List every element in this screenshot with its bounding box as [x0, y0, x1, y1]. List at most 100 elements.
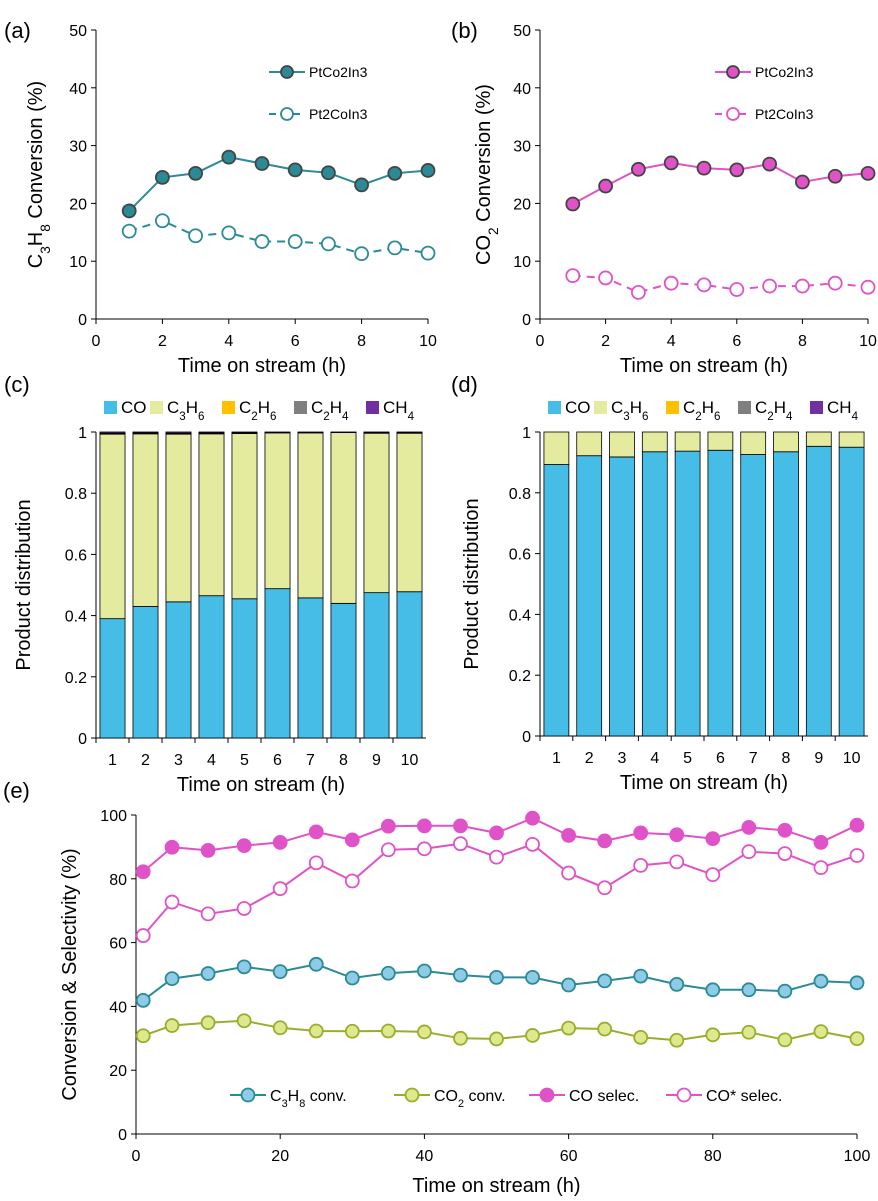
data-point	[164, 839, 180, 855]
data-point	[827, 275, 843, 291]
data-point	[164, 971, 180, 987]
data-point	[860, 165, 876, 181]
data-point	[561, 1020, 576, 1036]
bar-segment-co	[641, 451, 668, 737]
bar-segment-c3h6	[576, 431, 603, 457]
x-tick-label: 4	[650, 750, 659, 767]
bar-segment-ch4	[264, 431, 291, 434]
legend-marker	[280, 107, 294, 121]
data-point	[453, 836, 468, 852]
data-point	[380, 965, 396, 981]
data-point	[669, 1032, 685, 1048]
y-tick-label: 40	[69, 81, 87, 98]
data-point	[387, 165, 403, 181]
x-tick-label: 3	[618, 750, 627, 767]
legend-swatch	[738, 401, 751, 414]
y-tick-label: 0.6	[65, 547, 87, 564]
data-point	[860, 279, 876, 295]
bar-segment-co	[609, 456, 635, 737]
legend-label: CO selec.	[569, 1088, 639, 1105]
data-point	[489, 969, 504, 985]
bar-segment-co	[674, 450, 701, 737]
data-point	[705, 867, 721, 883]
x-tick-label: 1	[108, 752, 117, 769]
data-point	[525, 1028, 540, 1043]
data-point	[777, 846, 793, 861]
data-point	[705, 982, 721, 998]
legend-label: CH4	[383, 398, 415, 423]
data-point	[633, 858, 649, 873]
bar-segment-c3h6	[330, 432, 357, 604]
data-point	[489, 825, 504, 841]
x-tick-label: 0	[536, 333, 545, 350]
bar-segment-co	[740, 454, 767, 737]
data-point	[236, 1013, 252, 1029]
data-point	[597, 880, 613, 896]
data-point	[272, 1020, 288, 1036]
legend-label: C3H6	[611, 398, 648, 423]
data-point	[416, 963, 432, 979]
series-line-0	[128, 156, 429, 212]
data-point	[525, 810, 540, 826]
data-point	[525, 836, 540, 852]
bar-segment-c3h6	[297, 432, 324, 599]
bar-segment-co	[707, 449, 734, 737]
data-point	[565, 196, 581, 212]
legend-label: C2H4	[311, 398, 349, 423]
legend-marker	[404, 1087, 420, 1103]
data-point	[489, 849, 504, 865]
data-point	[308, 824, 324, 840]
bar-segment-co	[396, 591, 423, 739]
legend-swatch	[150, 401, 163, 414]
x-tick-label: 9	[814, 750, 823, 767]
data-point	[121, 223, 137, 239]
data-point	[777, 983, 793, 999]
bar-segment-co	[363, 592, 390, 739]
x-tick-label: 2	[158, 333, 167, 350]
bar-segment-c3h6	[707, 431, 734, 451]
panel-label: (c)	[4, 372, 30, 397]
data-point	[762, 278, 777, 294]
data-point	[344, 832, 360, 848]
x-tick-label: 0	[92, 333, 101, 350]
legend-swatch	[548, 401, 561, 414]
y-tick-label: 0	[522, 312, 531, 329]
bar-segment-co	[805, 445, 832, 737]
x-axis-label: Time on stream (h)	[412, 1175, 580, 1197]
data-point	[565, 268, 581, 284]
data-point	[669, 976, 685, 992]
y-tick-label: 0.2	[65, 670, 87, 687]
data-point	[254, 156, 270, 171]
x-tick-label: 8	[357, 333, 366, 350]
data-point	[663, 275, 679, 291]
data-point	[696, 160, 712, 176]
bar-segment-c3h6	[165, 433, 192, 603]
legend-marker	[240, 1087, 256, 1103]
x-tick-label: 10	[401, 752, 419, 769]
data-point	[597, 833, 613, 849]
y-tick-label: 40	[513, 81, 531, 98]
bar-segment-c3h6	[99, 433, 126, 620]
data-point	[741, 1024, 757, 1040]
data-point	[221, 225, 237, 241]
legend-marker	[539, 1087, 555, 1103]
y-tick-label: 0	[78, 731, 87, 748]
y-tick-label: 1	[78, 425, 87, 442]
data-point	[669, 854, 685, 870]
y-tick-label: 0.4	[65, 609, 87, 626]
y-tick-label: 40	[109, 999, 127, 1016]
y-tick-label: 0.4	[509, 607, 531, 624]
bar-segment-ch4	[132, 431, 159, 434]
bar-segment-co	[132, 606, 159, 739]
data-point	[453, 1030, 468, 1046]
y-axis-label: C3H8 Conversion (%)	[25, 81, 53, 268]
data-point	[729, 162, 745, 178]
y-tick-label: 100	[100, 808, 127, 825]
series-line-0	[572, 161, 869, 205]
x-tick-label: 7	[749, 750, 758, 767]
legend-label: C2H4	[755, 398, 793, 423]
data-point	[420, 163, 436, 178]
data-point	[416, 841, 432, 857]
bar-segment-c3h6	[641, 431, 668, 453]
